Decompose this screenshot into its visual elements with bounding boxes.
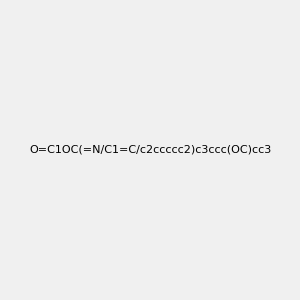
Text: O=C1OC(=N/C1=C/c2ccccc2)c3ccc(OC)cc3: O=C1OC(=N/C1=C/c2ccccc2)c3ccc(OC)cc3 — [29, 145, 271, 155]
